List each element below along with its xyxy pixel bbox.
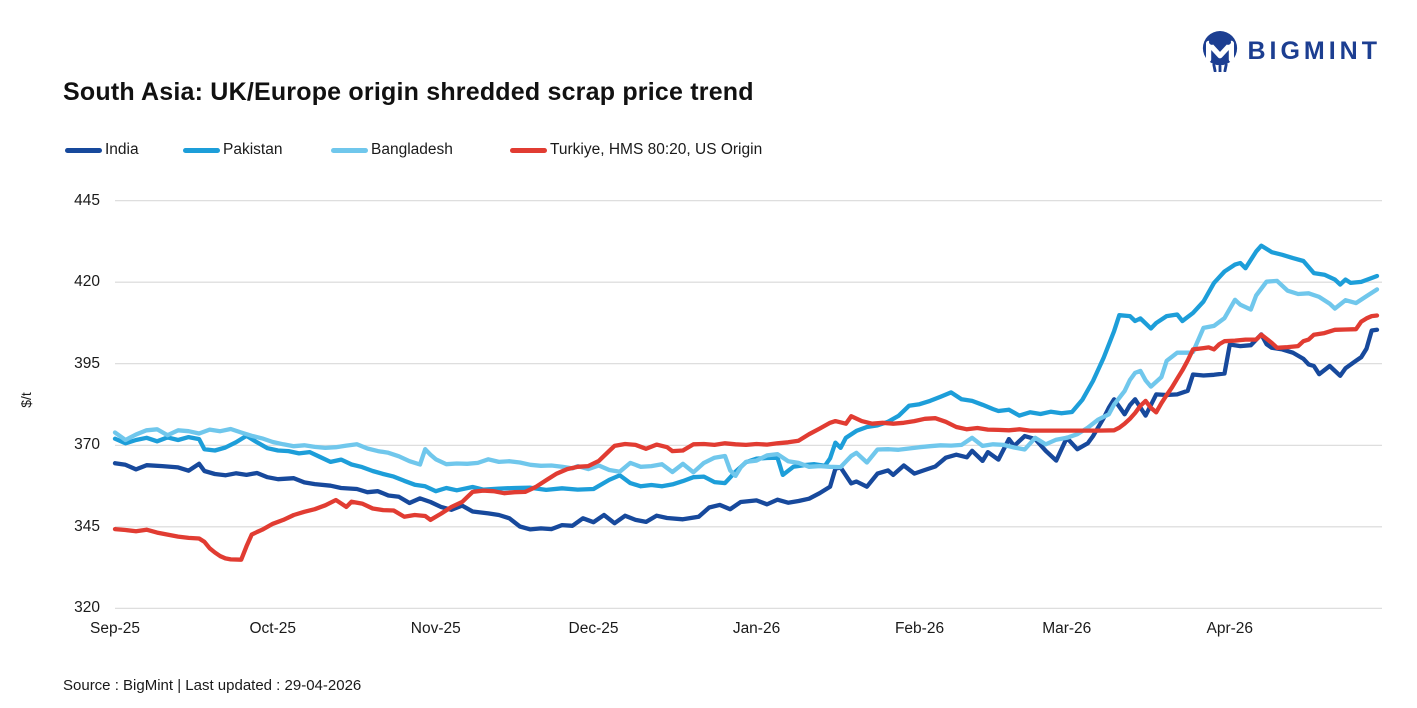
series-line-turkiye-hms-80-20-us-origin <box>112 313 1380 562</box>
bigmint-logo: BIGMINT <box>1201 30 1381 74</box>
legend-item-india: India <box>65 140 139 160</box>
legend-swatch-turkiye <box>510 147 547 153</box>
series-line-bangladesh <box>112 278 1380 479</box>
legend-label-bangladesh: Bangladesh <box>371 141 453 158</box>
y-tick-345: 345 <box>74 517 100 535</box>
legend-swatch-india <box>65 147 102 153</box>
x-tick-feb-26: Feb-26 <box>894 620 945 637</box>
x-tick-oct-25: Oct-25 <box>249 620 296 637</box>
legend-swatch-bangladesh <box>331 147 368 153</box>
y-tick-320: 320 <box>74 599 100 617</box>
source-note: Source : BigMint | Last updated : 29-04-… <box>63 677 362 694</box>
bigmint-logo-icon <box>1201 30 1239 74</box>
page-title: South Asia: UK/Europe origin shredded sc… <box>63 78 754 106</box>
x-tick-sep-25: Sep-25 <box>90 620 140 637</box>
y-tick-395: 395 <box>74 354 100 372</box>
y-tick-420: 420 <box>74 273 100 291</box>
legend-label-turkiye: Turkiye, HMS 80:20, US Origin <box>550 141 763 158</box>
legend-item-pakistan: Pakistan <box>183 140 282 160</box>
y-axis-title: $/t <box>17 392 34 408</box>
x-tick-dec-25: Dec-25 <box>568 620 619 637</box>
x-tick-apr-26: Apr-26 <box>1206 620 1254 637</box>
legend-label-pakistan: Pakistan <box>223 141 283 158</box>
y-tick-370: 370 <box>74 436 100 454</box>
legend-item-bangladesh: Bangladesh <box>331 140 453 160</box>
legend-swatch-pakistan <box>183 147 220 153</box>
x-tick-jan-26: Jan-26 <box>732 620 781 637</box>
x-tick-mar-26: Mar-26 <box>1042 620 1092 637</box>
y-tick-445: 445 <box>74 191 100 209</box>
series-line-india <box>112 327 1380 532</box>
legend-label-india: India <box>105 141 139 158</box>
bigmint-logo-text: BIGMINT <box>1247 36 1381 65</box>
legend-item-turkiye: Turkiye, HMS 80:20, US Origin <box>510 140 762 160</box>
x-tick-nov-25: Nov-25 <box>410 620 461 637</box>
